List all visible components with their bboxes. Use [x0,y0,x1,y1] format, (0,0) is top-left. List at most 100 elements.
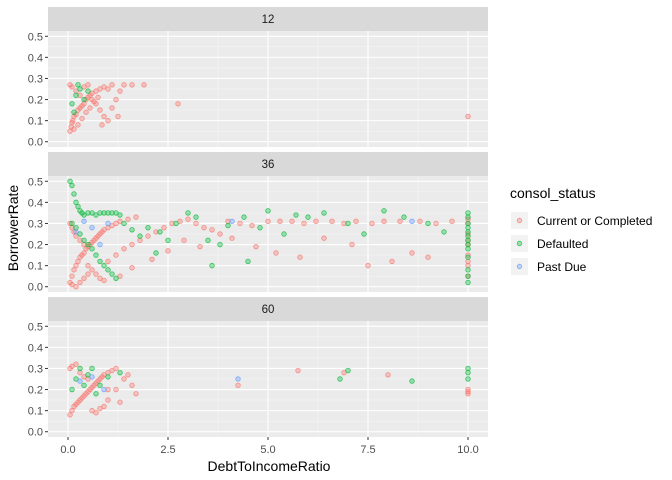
data-point [73,199,79,206]
data-point [345,367,351,374]
data-point [105,397,111,403]
data-point [109,222,115,229]
data-point [349,241,355,248]
data-point [81,212,87,218]
legend-key-background [511,235,528,252]
data-point [157,229,163,235]
data-point [121,376,127,382]
data-point [105,86,111,92]
data-point [117,218,123,225]
chart-panels: 12 0.0 0.1 0.2 0.3 0.4 0.5 36 0.0 0.1 0.2 0.3 0.4 0.5… [28,7,488,456]
data-point [75,203,81,210]
series-current-or-completed [67,361,471,418]
legend-label: Defaulted [537,237,588,251]
data-point [321,235,327,241]
data-point [149,256,155,263]
facet-strip [48,297,488,321]
data-point [125,216,131,222]
data-point [85,82,91,88]
data-point [77,279,83,286]
y-tick-label: 0.2 [28,95,43,107]
data-point [209,227,215,233]
y-tick-label: 0.2 [28,385,43,397]
data-point [265,218,271,225]
data-point [77,378,83,384]
data-point [101,113,107,120]
data-point [175,101,181,107]
data-point [105,267,111,273]
y-tick-label: 0.3 [28,363,43,375]
data-point [465,273,471,279]
data-point [73,229,79,235]
data-point [69,84,75,90]
data-point [185,210,191,216]
data-point [465,246,471,252]
series-current-or-completed [67,82,471,134]
data-point [97,241,103,248]
data-point [153,250,159,256]
data-point [81,84,87,90]
series-past-due [77,374,241,393]
data-point [449,218,455,225]
data-point [117,369,123,376]
data-point [161,224,167,231]
data-point [77,237,83,244]
facet-panel-60: 60 0.0 0.1 0.2 0.3 0.4 0.5 [28,297,488,439]
y-tick-label: 0.4 [28,342,43,354]
data-point [77,92,83,99]
y-tick-label: 0.5 [28,31,43,43]
data-point [97,107,103,113]
data-point [69,407,75,414]
data-point [69,220,75,227]
data-point [133,214,139,220]
data-point [93,252,99,258]
data-point [101,277,107,284]
data-point [113,96,119,103]
data-point [71,109,77,115]
y-tick-label: 0.1 [28,406,43,418]
data-point [297,254,303,260]
data-point [89,365,95,372]
data-point [121,246,127,252]
data-point [401,214,407,220]
data-point [101,262,107,269]
data-point [321,210,327,216]
data-point [361,231,367,237]
data-point [121,220,127,227]
data-point [67,178,73,184]
data-point [113,210,119,216]
data-point [205,237,211,244]
data-point [75,258,81,265]
data-point [217,231,223,237]
data-point [165,248,171,254]
facet-strip [48,152,488,176]
x-axis: 0.0 2.5 5.0 7.5 10.0 [60,437,479,456]
data-point [91,98,97,105]
data-point [229,235,235,241]
data-point [75,122,81,128]
data-point [101,372,107,378]
data-point [441,229,447,235]
data-point [465,210,471,216]
data-point [73,92,79,99]
data-point [193,220,199,227]
data-point [89,246,95,252]
data-point [75,82,81,88]
data-point [85,88,91,94]
y-tick-label: 0.5 [28,321,43,333]
x-tick-label: 10.0 [457,444,478,456]
data-point [101,227,107,233]
data-point [99,122,105,128]
data-point [235,376,241,382]
data-point [409,218,415,225]
data-point [97,382,103,389]
data-point [79,115,85,122]
data-point [341,369,347,376]
data-point [69,363,75,370]
data-point [129,227,135,233]
data-point [125,372,131,378]
data-point [353,218,359,225]
data-point [113,386,119,393]
data-point [465,279,471,286]
data-point [117,273,123,279]
